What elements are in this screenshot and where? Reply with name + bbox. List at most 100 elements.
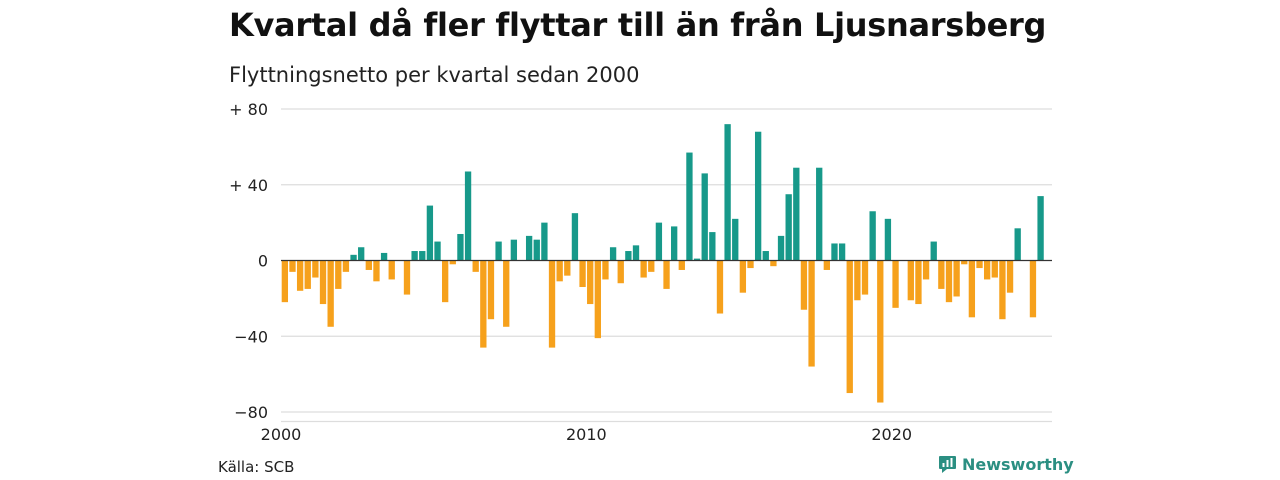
bar-78 bbox=[877, 260, 884, 403]
bar-36 bbox=[556, 260, 563, 282]
x-tick-labels: 2000 2010 2020 bbox=[261, 425, 912, 444]
bar-54 bbox=[693, 258, 701, 261]
bar-44 bbox=[617, 260, 624, 284]
bar-30 bbox=[510, 239, 518, 261]
bar-47 bbox=[640, 260, 647, 278]
bar-85 bbox=[930, 241, 937, 261]
bar-43 bbox=[609, 247, 617, 261]
bar-67 bbox=[793, 167, 800, 261]
bar-98 bbox=[1029, 260, 1037, 318]
bar-56 bbox=[709, 232, 716, 261]
y-tick-label-0: + 80 bbox=[229, 100, 268, 119]
bar-93 bbox=[991, 260, 998, 278]
bar-0 bbox=[281, 260, 289, 303]
gridlines bbox=[281, 108, 1052, 423]
bar-21 bbox=[442, 260, 449, 303]
bar-63 bbox=[762, 251, 769, 261]
bar-7 bbox=[335, 260, 342, 289]
bar-75 bbox=[854, 260, 861, 301]
bar-41 bbox=[594, 260, 601, 339]
bar-71 bbox=[823, 260, 830, 270]
bar-2 bbox=[296, 260, 304, 291]
bar-57 bbox=[716, 260, 724, 314]
bar-28 bbox=[495, 241, 502, 261]
bar-88 bbox=[953, 260, 960, 297]
bar-9 bbox=[350, 254, 357, 261]
bar-86 bbox=[938, 260, 945, 289]
bars bbox=[281, 124, 1044, 403]
bar-40 bbox=[587, 260, 594, 305]
bar-61 bbox=[747, 260, 754, 269]
bar-11 bbox=[365, 260, 372, 270]
bar-17 bbox=[411, 251, 418, 261]
bar-66 bbox=[785, 194, 792, 261]
bar-55 bbox=[701, 173, 708, 261]
bar-32 bbox=[525, 235, 533, 261]
bar-10 bbox=[358, 247, 365, 261]
bar-34 bbox=[541, 222, 548, 261]
bar-62 bbox=[754, 131, 762, 261]
bar-19 bbox=[426, 205, 434, 261]
bar-70 bbox=[816, 167, 823, 261]
bar-33 bbox=[533, 239, 540, 261]
bar-4 bbox=[312, 260, 319, 278]
bar-20 bbox=[434, 241, 441, 261]
bar-73 bbox=[838, 243, 846, 261]
bar-38 bbox=[571, 213, 579, 261]
bar-18 bbox=[419, 251, 426, 261]
bar-25 bbox=[472, 260, 479, 272]
x-tick-label-1: 2010 bbox=[566, 425, 607, 444]
bar-16 bbox=[403, 260, 411, 295]
bar-72 bbox=[831, 243, 838, 261]
bar-27 bbox=[487, 260, 495, 320]
x-tick-label-2: 2020 bbox=[871, 425, 912, 444]
bar-65 bbox=[777, 235, 785, 261]
bar-59 bbox=[732, 218, 739, 261]
newsworthy-logo-icon bbox=[939, 456, 956, 473]
bar-29 bbox=[503, 260, 510, 327]
y-tick-label-1: + 40 bbox=[229, 176, 268, 195]
bar-5 bbox=[319, 260, 327, 305]
newsworthy-brand[interactable]: Newsworthy bbox=[938, 455, 1074, 474]
bar-35 bbox=[548, 260, 556, 348]
bar-22 bbox=[449, 260, 456, 265]
bar-26 bbox=[480, 260, 487, 348]
x-tick-label-0: 2000 bbox=[261, 425, 302, 444]
bar-46 bbox=[632, 245, 640, 261]
bar-64 bbox=[770, 260, 777, 267]
bar-48 bbox=[648, 260, 655, 272]
chart-title: Kvartal då fler flyttar till än från Lju… bbox=[229, 6, 1047, 44]
bar-23 bbox=[457, 233, 464, 261]
brand-name: Newsworthy bbox=[962, 455, 1074, 474]
bar-99 bbox=[1037, 196, 1044, 261]
bar-87 bbox=[945, 260, 953, 303]
bar-76 bbox=[861, 260, 869, 295]
bar-53 bbox=[686, 152, 693, 261]
bar-82 bbox=[907, 260, 914, 301]
bar-50 bbox=[663, 260, 670, 289]
bar-39 bbox=[579, 260, 586, 288]
bar-90 bbox=[968, 260, 976, 318]
source-note: Källa: SCB bbox=[218, 458, 295, 476]
bar-83 bbox=[915, 260, 922, 305]
bar-58 bbox=[724, 124, 731, 261]
bar-37 bbox=[564, 260, 571, 276]
chart-subtitle: Flyttningsnetto per kvartal sedan 2000 bbox=[229, 63, 640, 87]
bar-12 bbox=[373, 260, 380, 282]
bar-45 bbox=[625, 251, 632, 261]
bar-79 bbox=[884, 218, 892, 261]
bar-69 bbox=[808, 260, 815, 367]
bar-89 bbox=[961, 260, 968, 265]
y-tick-label-2: 0 bbox=[258, 252, 268, 271]
bar-8 bbox=[342, 260, 350, 272]
y-tick-label-4: −80 bbox=[234, 403, 268, 422]
bar-13 bbox=[380, 252, 388, 261]
bar-3 bbox=[304, 260, 311, 289]
bar-77 bbox=[869, 211, 876, 261]
bar-49 bbox=[655, 222, 663, 261]
bar-24 bbox=[464, 171, 472, 261]
bar-42 bbox=[602, 260, 609, 280]
bar-80 bbox=[892, 260, 899, 308]
bar-1 bbox=[289, 260, 296, 272]
